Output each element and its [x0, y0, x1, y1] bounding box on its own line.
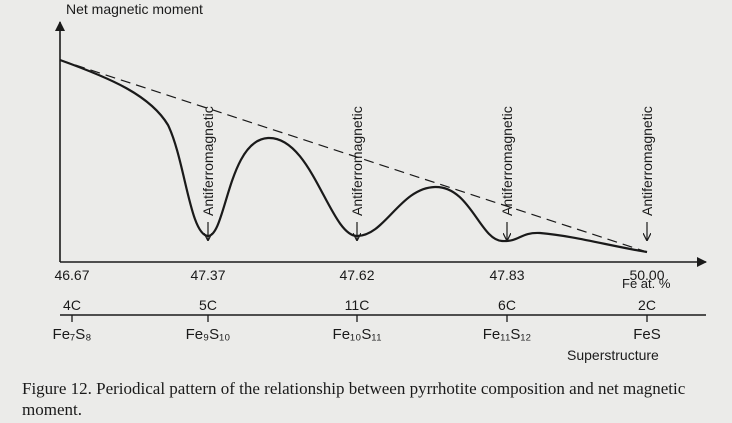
formula: Fe₇S₈	[53, 326, 92, 343]
formula: Fe₁₀S₁₁	[333, 326, 382, 343]
fe-tick-label: 46.67	[54, 267, 89, 283]
formula: Fe₁₁S₁₂	[483, 326, 532, 343]
formula: FeS	[633, 326, 661, 343]
fe-tick-label: 47.37	[190, 267, 225, 283]
superstructure-name: 11C	[345, 297, 370, 313]
state-label: Antiferromagnetic	[200, 106, 216, 216]
moment-curve	[59, 58, 648, 254]
fe-tick-label: 50.00	[629, 267, 664, 283]
fe-tick-label: 47.83	[489, 267, 524, 283]
state-label: Antiferromagnetic	[349, 106, 365, 216]
figure: Net magnetic moment Fe at. % Superstruct…	[53, 1, 707, 363]
state-label: Antiferromagnetic	[639, 106, 655, 216]
trend-line	[59, 59, 648, 253]
superstructure-name: 5C	[199, 297, 217, 313]
caption: Figure 12. Periodical pattern of the rel…	[22, 379, 686, 419]
formula: Fe₉S₁₀	[186, 326, 231, 343]
superstructure-name: 4C	[63, 297, 81, 313]
state-label: Antiferromagnetic	[499, 106, 515, 216]
fe-tick-label: 47.62	[339, 267, 374, 283]
x-label: Fe at. %	[622, 276, 671, 291]
superstructure-name: 6C	[498, 297, 516, 313]
superstructure-name: 2C	[638, 297, 656, 313]
y-label: Net magnetic moment	[66, 1, 203, 17]
superstructure-label: Superstructure	[567, 347, 659, 363]
